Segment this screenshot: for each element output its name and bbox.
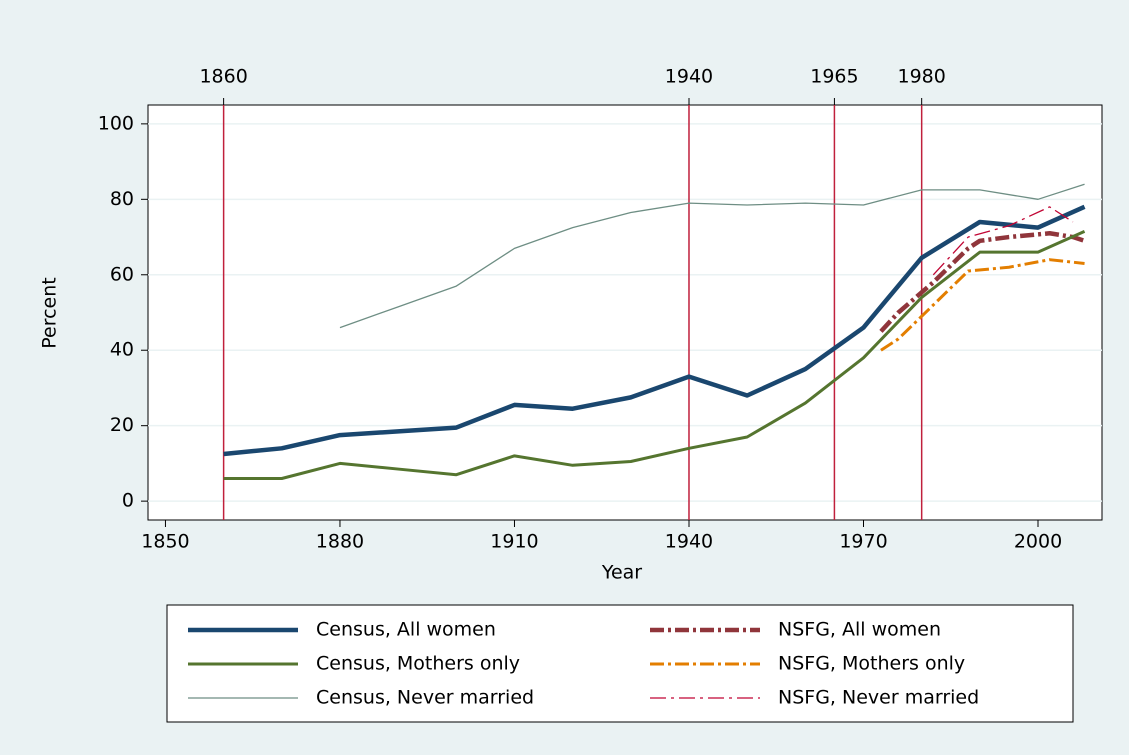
x-tick-label: 1910 [490, 531, 538, 553]
x-tick-label: 1850 [141, 531, 189, 553]
series-line [339, 183, 1085, 329]
top-tick-label: 1965 [810, 66, 858, 88]
y-tick-label: 40 [110, 339, 134, 361]
x-tick-label: 2000 [1014, 531, 1062, 553]
y-axis-title: Percent [39, 277, 61, 349]
legend-label: Census, Mothers only [316, 653, 520, 675]
series-line [223, 230, 1086, 480]
series-line [880, 258, 1085, 352]
y-tick-label: 60 [110, 263, 134, 285]
legend-label: NSFG, Mothers only [778, 653, 965, 675]
x-axis-title: Year [601, 562, 642, 584]
top-tick-label: 1940 [665, 66, 713, 88]
series-line [879, 231, 1086, 333]
y-tick-label: 0 [122, 490, 134, 512]
top-tick-label: 1860 [199, 66, 247, 88]
legend-label: Census, All women [316, 619, 496, 641]
x-tick-label: 1880 [316, 531, 364, 553]
x-tick-label: 1940 [665, 531, 713, 553]
legend-label: NSFG, Never married [778, 687, 979, 709]
y-tick-label: 80 [110, 188, 134, 210]
legend [166, 604, 1074, 723]
plot-area [147, 104, 1103, 521]
series-line [223, 204, 1086, 457]
x-tick-label: 1970 [839, 531, 887, 553]
top-tick-label: 1980 [897, 66, 945, 88]
y-tick-label: 20 [110, 414, 134, 436]
series-line [932, 206, 1074, 276]
legend-label: NSFG, All women [778, 619, 941, 641]
legend-label: Census, Never married [316, 687, 534, 709]
y-tick-label: 100 [98, 112, 134, 134]
